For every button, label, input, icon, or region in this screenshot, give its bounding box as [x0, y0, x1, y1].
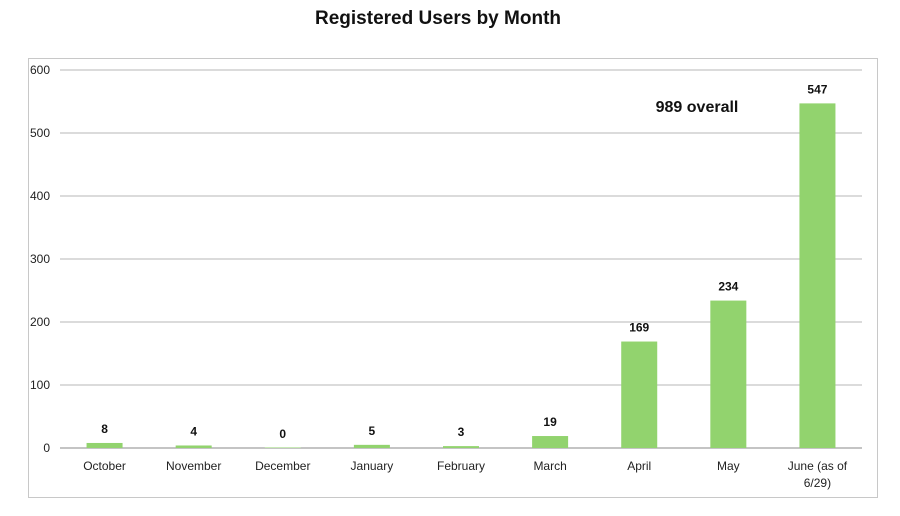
x-tick-label: June (as of	[788, 459, 848, 473]
data-label: 3	[458, 425, 465, 439]
bar	[621, 341, 658, 448]
data-label: 234	[718, 280, 738, 294]
data-label: 547	[807, 82, 827, 96]
y-tick-label: 0	[43, 441, 50, 455]
y-tick-label: 400	[30, 189, 50, 203]
bar	[532, 436, 569, 448]
bar	[353, 444, 390, 448]
bar	[443, 446, 479, 448]
x-tick-label: December	[255, 459, 310, 473]
data-label: 0	[279, 427, 286, 441]
y-tick-label: 600	[30, 63, 50, 77]
x-tick-label: October	[83, 459, 126, 473]
chart-frame	[28, 58, 878, 498]
data-label: 4	[190, 424, 197, 438]
y-tick-label: 200	[30, 315, 50, 329]
x-tick-label: February	[437, 459, 485, 473]
x-tick-label: November	[166, 459, 221, 473]
bar	[175, 445, 212, 448]
data-label: 5	[369, 424, 376, 438]
y-tick-label: 300	[30, 252, 50, 266]
data-label: 169	[629, 321, 649, 335]
chart-annotation: 989 overall	[656, 99, 739, 116]
x-tick-label: January	[351, 459, 394, 473]
data-label: 8	[101, 422, 108, 436]
x-tick-label: April	[627, 459, 651, 473]
data-label: 19	[543, 415, 557, 429]
bar	[710, 300, 747, 448]
chart-title: Registered Users by Month	[315, 8, 561, 29]
bar	[799, 103, 836, 448]
x-tick-label: May	[717, 459, 740, 473]
x-tick-label: 6/29)	[804, 476, 831, 490]
y-tick-label: 500	[30, 126, 50, 140]
bar	[264, 447, 301, 448]
y-tick-label: 100	[30, 378, 50, 392]
bar	[86, 442, 123, 448]
x-tick-label: March	[533, 459, 566, 473]
